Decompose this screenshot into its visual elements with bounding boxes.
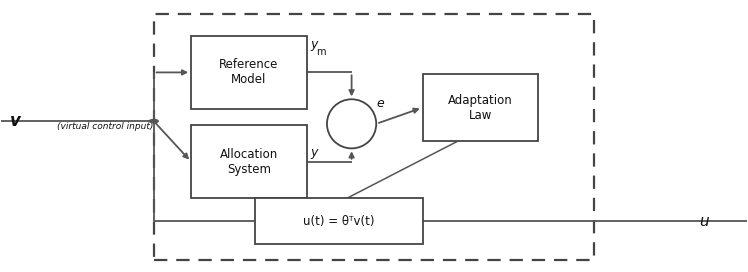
Text: Allocation
System: Allocation System	[220, 148, 278, 176]
Text: m: m	[316, 47, 326, 57]
Ellipse shape	[327, 99, 376, 149]
Text: v: v	[10, 112, 20, 130]
Circle shape	[150, 119, 159, 123]
Text: y: y	[310, 38, 318, 51]
Text: (virtual control input): (virtual control input)	[57, 122, 153, 131]
Text: e: e	[376, 97, 384, 110]
Text: Adaptation
Law: Adaptation Law	[448, 94, 513, 122]
FancyBboxPatch shape	[191, 36, 307, 109]
Text: y: y	[310, 146, 318, 159]
Text: u: u	[699, 214, 708, 229]
Text: Reference
Model: Reference Model	[219, 58, 279, 86]
FancyBboxPatch shape	[423, 74, 539, 141]
FancyBboxPatch shape	[191, 125, 307, 198]
FancyBboxPatch shape	[254, 198, 423, 244]
Text: u(t) = θᵀv(t): u(t) = θᵀv(t)	[303, 215, 374, 228]
